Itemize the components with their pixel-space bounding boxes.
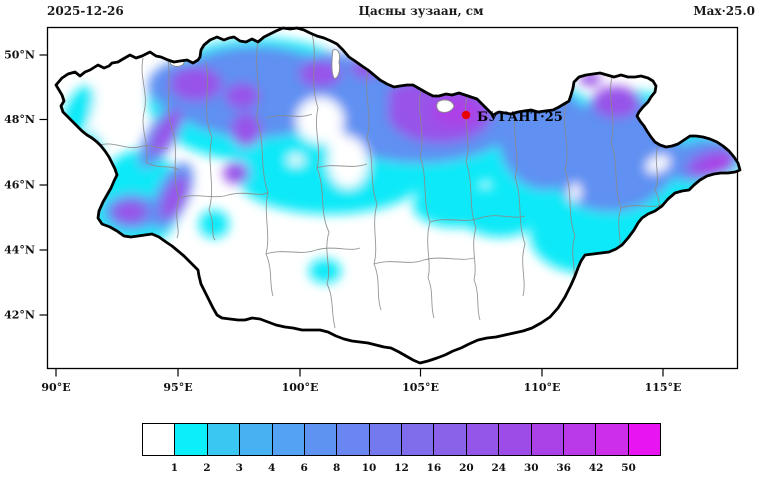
colorbar-label: 50 <box>621 462 636 474</box>
station-label: БУГАНТ·25 <box>477 110 563 125</box>
map-date: 2025-12-26 <box>47 4 124 18</box>
colorbar-cell <box>628 424 660 455</box>
colorbar-cell <box>402 424 435 455</box>
colorbar-label: 12 <box>394 462 409 474</box>
colorbar-cell <box>207 424 241 455</box>
colorbar-cell <box>272 424 305 455</box>
snow-contour-fill <box>56 28 740 363</box>
colorbar-label: 42 <box>588 462 604 474</box>
colorbar-cell <box>143 424 176 455</box>
lon-tick-label: 100°E <box>282 381 319 394</box>
lake-khovsgol <box>331 49 341 79</box>
contour-holes-white <box>91 64 671 201</box>
colorbar-label: 1 <box>170 462 179 474</box>
colorbar-cell <box>499 424 532 455</box>
colorbar <box>142 423 661 456</box>
colorbar-label: 30 <box>523 462 539 474</box>
colorbar-cell <box>240 424 273 455</box>
colorbar-cell <box>304 424 338 455</box>
colorbar-label: 36 <box>556 462 571 474</box>
colorbar-labels: 1 2 3 4 6 8 10 12 16 20 24 30 36 42 50 <box>142 462 661 476</box>
longitude-axis: 90°E 95°E 100°E 105°E 110°E 115°E <box>41 368 682 394</box>
colorbar-label: 16 <box>426 462 442 474</box>
country-outline <box>54 26 742 365</box>
latitude-axis: 50°N 48°N 46°N 44°N 42°N <box>4 49 48 322</box>
colorbar-cell <box>596 424 629 455</box>
colorbar-cell <box>434 424 467 455</box>
map-frame <box>46 26 739 370</box>
lat-tick-label: 42°N <box>4 309 35 322</box>
map-title: Цасны зузаан, см <box>358 4 484 18</box>
colorbar-label: 10 <box>361 462 377 474</box>
lon-tick-label: 110°E <box>524 381 561 394</box>
colorbar-label: 2 <box>203 462 211 474</box>
district-loop <box>436 99 455 113</box>
colorbar-cell <box>369 424 402 455</box>
colorbar-label: 8 <box>332 462 341 474</box>
max-value-label: Max·25.0 <box>693 4 755 18</box>
colorbar-label: 4 <box>268 462 276 474</box>
colorbar-label: 6 <box>300 462 308 474</box>
lat-tick-label: 50°N <box>4 49 35 62</box>
lon-tick-label: 105°E <box>402 381 439 394</box>
colorbar-label: 3 <box>235 462 243 474</box>
colorbar-cell <box>466 424 500 455</box>
colorbar-label: 24 <box>491 462 507 474</box>
contour-level-purple <box>113 59 738 223</box>
station-marker-dot <box>461 110 471 120</box>
colorbar-label: 20 <box>459 462 474 474</box>
lat-tick-label: 48°N <box>4 113 35 126</box>
lat-tick-label: 46°N <box>4 179 35 192</box>
colorbar-cell <box>531 424 564 455</box>
map-canvas: 50°N 48°N 46°N 44°N 42°N 90°E 95°E 100°E 105°E 1… <box>4 26 742 394</box>
lon-tick-label: 90°E <box>41 381 70 394</box>
colorbar-cell <box>337 424 370 455</box>
colorbar-cell <box>563 424 597 455</box>
lon-tick-label: 95°E <box>163 381 192 394</box>
colorbar-cell <box>175 424 208 455</box>
lat-tick-label: 44°N <box>4 244 35 257</box>
lon-tick-label: 115°E <box>645 381 682 394</box>
